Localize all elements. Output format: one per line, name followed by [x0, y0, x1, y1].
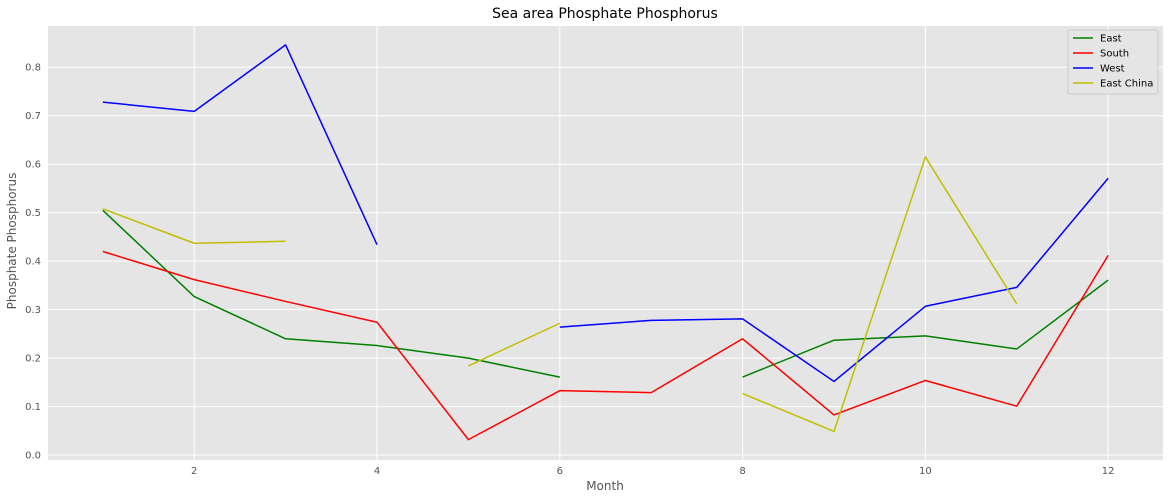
series-lines — [102, 44, 1109, 441]
x-tick-label: 12 — [1102, 466, 1115, 477]
x-tick-label: 4 — [374, 466, 380, 477]
chart-title: Sea area Phosphate Phosphorus — [492, 6, 718, 22]
series-line-west — [102, 44, 378, 246]
legend-item: East China — [1073, 79, 1153, 90]
y-tick-label: 0.6 — [25, 160, 41, 171]
y-tick-label: 0.3 — [25, 305, 41, 316]
legend-label: East China — [1100, 79, 1153, 90]
y-tick-label: 0.7 — [25, 111, 41, 122]
x-tick-label: 2 — [191, 466, 197, 477]
legend-item: East — [1073, 34, 1122, 45]
series-west — [102, 44, 1109, 383]
legend-item: West — [1073, 64, 1125, 75]
y-tick-label: 0.4 — [25, 257, 41, 268]
x-tick-label: 8 — [739, 466, 745, 477]
series-line-east-china — [102, 208, 286, 244]
legend-item: South — [1073, 49, 1129, 60]
series-line-west — [559, 177, 1109, 383]
series-line-east — [742, 279, 1109, 378]
legend: East South West East China — [1067, 29, 1159, 95]
y-tick-label: 0.5 — [25, 208, 41, 219]
series-line-south — [102, 250, 1109, 441]
x-axis-title: Month — [586, 479, 624, 493]
series-line-east — [102, 209, 560, 378]
series-south — [102, 250, 1109, 441]
y-tick-label: 0.0 — [25, 451, 41, 462]
y-axis-title: Phosphate Phosphorus — [5, 173, 19, 310]
y-tick-label: 0.8 — [25, 63, 41, 74]
y-tick-label: 0.1 — [25, 402, 41, 413]
series-east — [102, 209, 1109, 378]
grid — [48, 26, 1163, 460]
series-line-east-china — [742, 156, 1018, 433]
legend-label: West — [1100, 64, 1125, 75]
x-tick-label: 6 — [557, 466, 563, 477]
series-east-china — [102, 156, 1018, 433]
legend-box — [1067, 29, 1159, 95]
x-tick-label: 10 — [919, 466, 932, 477]
legend-label: East — [1100, 34, 1122, 45]
tick-labels: 2 4 6 8 10 12 0.0 0.1 0.2 0.3 0.4 0.5 0.6 0.7 0.8 — [25, 63, 1114, 477]
y-tick-label: 0.2 — [25, 354, 41, 365]
legend-label: South — [1100, 49, 1129, 60]
series-line-east-china — [468, 322, 561, 367]
